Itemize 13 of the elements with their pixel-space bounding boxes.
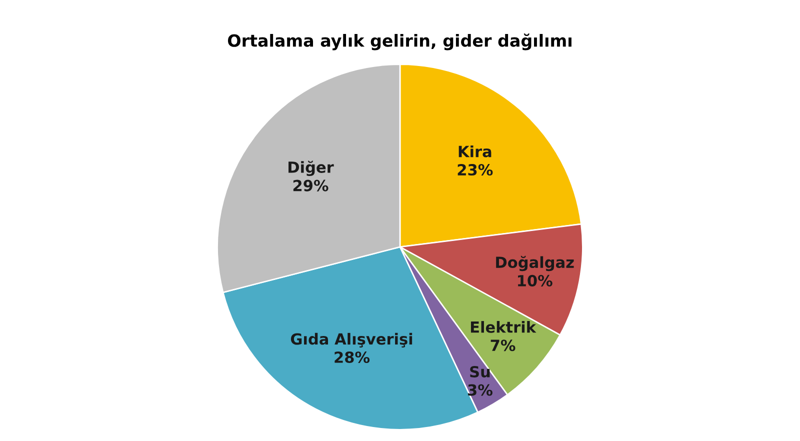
slice-label: Elektrik (470, 321, 536, 333)
data-label: 7% (490, 340, 516, 352)
chart-title: Ortalama aylık gelirin, gider dağılımı (228, 34, 572, 50)
data-label: 10% (518, 274, 552, 286)
slice-label: Diğer (288, 160, 334, 176)
data-label: 28% (334, 351, 370, 364)
slice-label: Su (470, 366, 490, 378)
slice-label: Doğalgaz (496, 256, 574, 272)
data-label: 3% (468, 384, 492, 396)
slice-label: Gıda Alışverişi (290, 332, 412, 348)
data-label: 29% (293, 180, 328, 192)
data-label: 23% (458, 164, 493, 176)
slice-label: Kira (458, 145, 492, 158)
